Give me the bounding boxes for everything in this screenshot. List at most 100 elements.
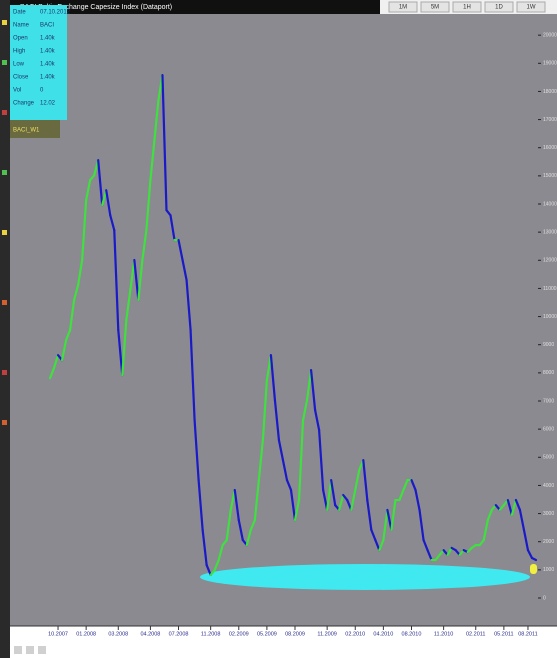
toolbar-button[interactable] [388, 1, 418, 13]
info-value: 1.40k [40, 75, 56, 81]
status-icon[interactable] [14, 646, 22, 654]
line-segment [446, 546, 453, 557]
line-segment [322, 488, 329, 512]
status-icons [14, 646, 46, 654]
line-segment [52, 354, 60, 370]
toolbar-label: 1D [495, 5, 503, 11]
line-segment [217, 543, 224, 562]
line-segment [422, 538, 429, 552]
y-tick-label: 13000 [543, 229, 557, 235]
line-segment [117, 328, 124, 377]
y-tick-label: 6000 [543, 426, 554, 432]
line-segment [366, 498, 373, 531]
tool-icon[interactable] [2, 110, 7, 115]
line-segment [486, 508, 493, 522]
x-tick-label: 05.2011 [494, 631, 513, 637]
toolbar-button[interactable] [420, 1, 450, 13]
line-segment [526, 549, 534, 560]
info-key: Open [13, 36, 28, 42]
line-segment [297, 419, 305, 502]
line-segment [60, 339, 68, 362]
line-segment [354, 468, 361, 492]
x-tick-label: 02.2011 [466, 631, 485, 637]
indicator-label: BACI_W1 [13, 128, 40, 134]
y-tick-label: 19000 [543, 61, 557, 67]
line-segment [374, 538, 381, 552]
line-segment [426, 549, 433, 562]
x-tick-label: 08.2011 [518, 631, 537, 637]
line-segment [309, 368, 317, 412]
line-segment [225, 508, 232, 542]
line-segment [237, 518, 244, 542]
info-key: Date [13, 10, 26, 16]
line-segment [81, 198, 88, 262]
info-value: 1.40k [40, 36, 56, 42]
line-segment [514, 498, 522, 512]
x-tick-label: 04.2008 [140, 631, 160, 637]
toolbar-button[interactable] [452, 1, 482, 13]
y-tick-label: 12000 [543, 258, 557, 264]
line-segment [313, 408, 321, 432]
line-segment [390, 498, 397, 531]
line-segment [305, 368, 313, 402]
y-tick-label: 9000 [543, 342, 554, 348]
toolbar-label: 5M [431, 5, 439, 11]
y-tick-label: 20000 [543, 32, 557, 38]
info-key: Low [13, 62, 25, 68]
tool-icon[interactable] [2, 20, 7, 25]
line-segment [293, 498, 301, 522]
line-segment [145, 178, 152, 232]
line-segment [277, 439, 285, 462]
x-tick-label: 05.2009 [257, 631, 277, 637]
line-segment [326, 478, 333, 512]
line-segment [85, 178, 92, 202]
y-tick-label: 18000 [543, 89, 557, 95]
line-segment [386, 508, 393, 531]
info-value: 07.10.2012 [40, 10, 71, 16]
y-tick-label: 15000 [543, 173, 557, 179]
y-tick-label: 0 [543, 595, 546, 601]
line-segment [261, 379, 268, 442]
tool-icon[interactable] [2, 370, 7, 375]
x-tick-label: 02.2010 [345, 631, 365, 637]
line-segment [109, 214, 116, 232]
info-value: 1.40k [40, 62, 56, 68]
status-icon[interactable] [38, 646, 46, 654]
x-tick-label: 03.2008 [108, 631, 128, 637]
tool-icon[interactable] [2, 60, 7, 65]
line-segment [185, 278, 192, 332]
line-segment [362, 459, 369, 502]
y-tick-label: 17000 [543, 117, 557, 123]
line-segment [193, 419, 200, 482]
tool-icon[interactable] [2, 300, 7, 305]
toolbar-button[interactable] [516, 1, 546, 13]
y-tick-label: 14000 [543, 201, 557, 207]
line-segment [125, 289, 132, 322]
y-tick-label: 11000 [543, 286, 557, 292]
line-segment [398, 488, 405, 502]
status-icon[interactable] [26, 646, 34, 654]
line-segment [482, 518, 489, 542]
tool-icon[interactable] [2, 170, 7, 175]
line-segment [161, 74, 168, 212]
line-segment [249, 518, 256, 531]
toolbar-button[interactable] [484, 1, 514, 13]
line-segment [181, 258, 188, 282]
line-segment [169, 214, 176, 242]
line-segment [189, 328, 196, 422]
info-key: Vol [13, 88, 21, 94]
title-bar [10, 0, 380, 14]
x-tick-label: 08.2009 [285, 631, 305, 637]
toolbar-label: 1M [399, 5, 407, 11]
tool-icon[interactable] [2, 420, 7, 425]
x-tick-label: 11.2009 [317, 631, 336, 637]
line-segment [530, 556, 538, 562]
y-tick-label: 2000 [543, 539, 554, 545]
line-segment [370, 528, 377, 542]
tool-icon[interactable] [2, 230, 7, 235]
highlight-ellipse [200, 564, 530, 590]
line-segment [245, 528, 252, 547]
indicator-box [10, 120, 60, 138]
info-key: High [13, 49, 25, 55]
line-segment [506, 498, 514, 517]
